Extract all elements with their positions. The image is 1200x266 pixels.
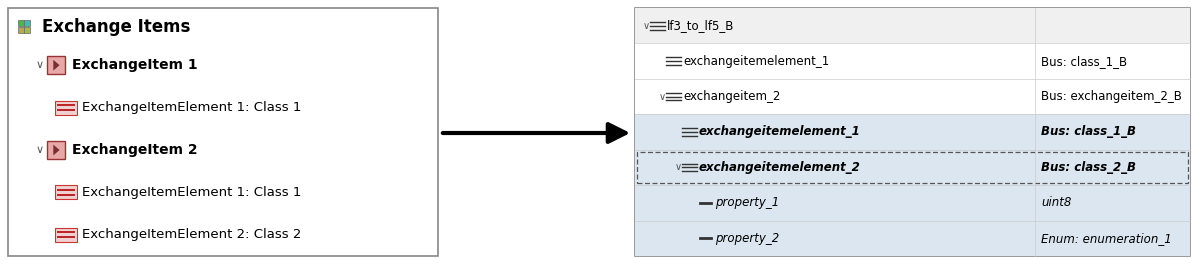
Text: property_2: property_2 <box>715 232 779 245</box>
Text: ExchangeItem 1: ExchangeItem 1 <box>72 58 198 72</box>
Bar <box>635 185 1190 221</box>
Bar <box>55 228 77 242</box>
Bar <box>635 8 1190 43</box>
Text: ∨: ∨ <box>674 163 682 172</box>
Bar <box>635 79 1190 114</box>
Text: ExchangeItem 2: ExchangeItem 2 <box>72 143 198 157</box>
Text: Enum: enumeration_1: Enum: enumeration_1 <box>1042 232 1171 245</box>
Text: property_1: property_1 <box>715 196 779 209</box>
Text: Exchange Items: Exchange Items <box>42 18 191 36</box>
Bar <box>635 114 1190 150</box>
Bar <box>55 185 77 200</box>
Bar <box>24 27 30 33</box>
Text: Bus: class_2_B: Bus: class_2_B <box>1042 161 1136 174</box>
Text: ∨: ∨ <box>643 21 650 31</box>
Text: ExchangeItemElement 1: Class 1: ExchangeItemElement 1: Class 1 <box>82 101 301 114</box>
Text: ExchangeItemElement 2: Class 2: ExchangeItemElement 2: Class 2 <box>82 228 301 241</box>
Bar <box>8 8 438 256</box>
Bar <box>18 20 24 26</box>
Bar <box>635 150 1190 185</box>
Bar <box>47 56 65 74</box>
Polygon shape <box>53 145 60 155</box>
Text: exchangeitemelement_1: exchangeitemelement_1 <box>683 55 829 68</box>
Bar <box>55 101 77 115</box>
Text: lf3_to_lf5_B: lf3_to_lf5_B <box>667 19 734 32</box>
Bar <box>635 221 1190 256</box>
Text: ∨: ∨ <box>36 60 44 70</box>
Text: exchangeitem_2: exchangeitem_2 <box>683 90 780 103</box>
Bar <box>637 152 1188 183</box>
Bar <box>47 141 65 159</box>
Text: Bus: class_1_B: Bus: class_1_B <box>1042 126 1136 139</box>
Text: ∨: ∨ <box>659 92 666 102</box>
Text: Bus: exchangeitem_2_B: Bus: exchangeitem_2_B <box>1042 90 1182 103</box>
Text: Bus: class_1_B: Bus: class_1_B <box>1042 55 1127 68</box>
Bar <box>18 27 24 33</box>
Bar <box>24 20 30 26</box>
Text: uint8: uint8 <box>1042 196 1072 209</box>
Polygon shape <box>53 60 60 70</box>
Bar <box>635 43 1190 79</box>
Text: exchangeitemelement_1: exchangeitemelement_1 <box>698 126 860 139</box>
Text: ExchangeItemElement 1: Class 1: ExchangeItemElement 1: Class 1 <box>82 186 301 199</box>
Bar <box>635 8 1190 256</box>
Text: ∨: ∨ <box>36 145 44 155</box>
Text: exchangeitemelement_2: exchangeitemelement_2 <box>698 161 860 174</box>
